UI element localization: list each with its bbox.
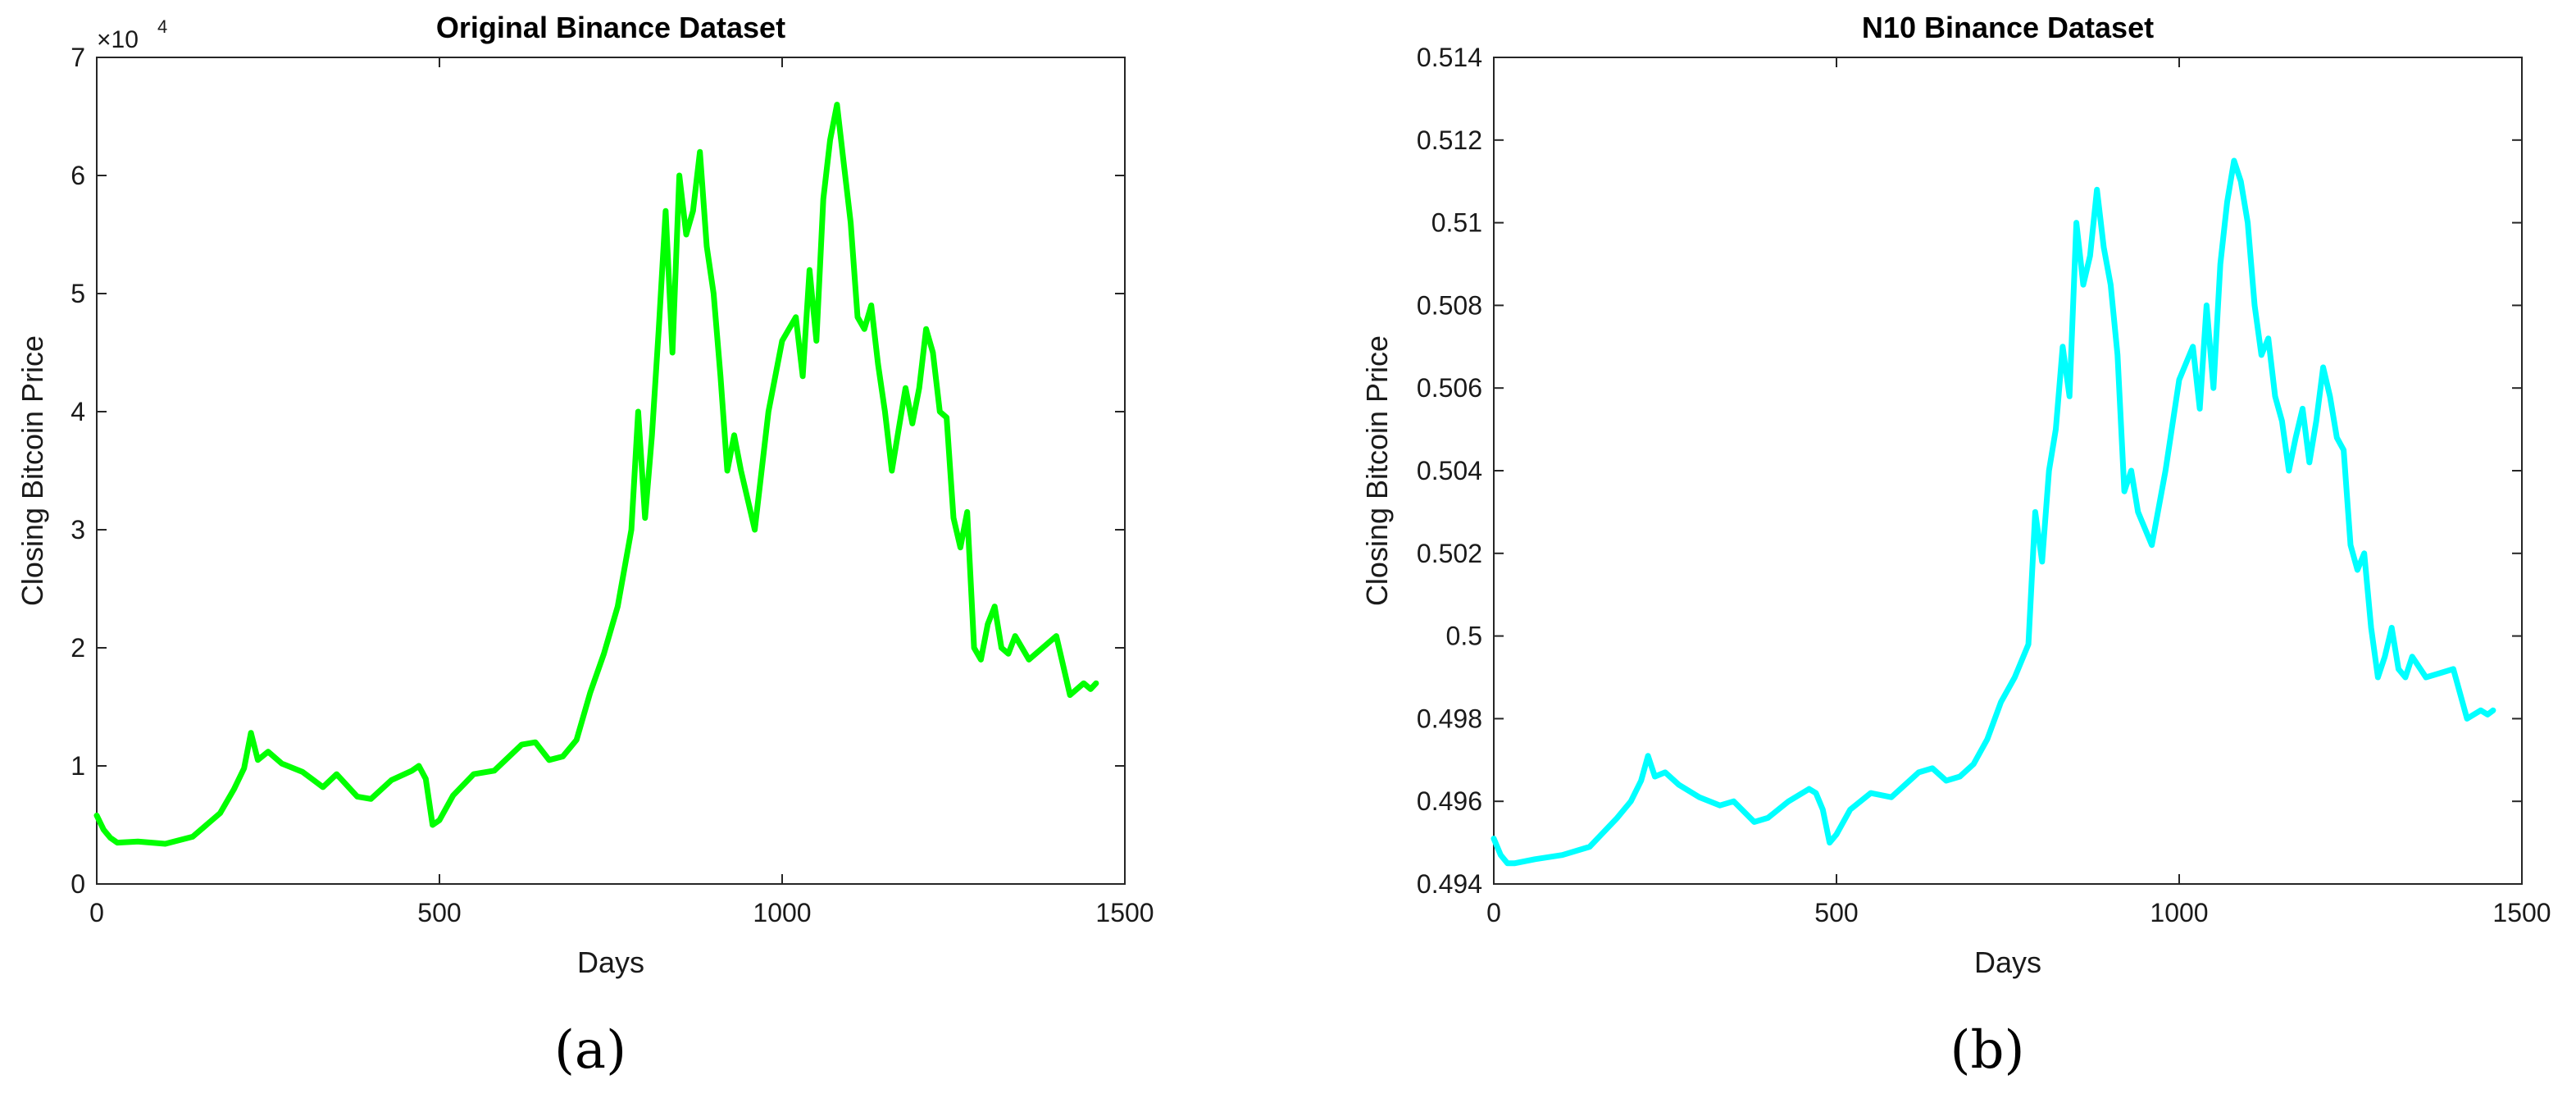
plot-area: [96, 57, 1126, 885]
y-tick-label: 0.512: [1417, 125, 1482, 155]
x-tick-label: 1500: [2492, 898, 2551, 927]
exponent-label: ×10 4: [97, 16, 167, 53]
x-tick-label: 1000: [753, 898, 811, 927]
x-tick-label: 1500: [1095, 898, 1154, 927]
y-tick-label: 0.506: [1417, 373, 1482, 403]
y-tick-label: 6: [71, 161, 85, 190]
y-tick-label: 0.514: [1417, 43, 1482, 72]
y-axis-label: Closing Bitcoin Price: [16, 335, 49, 606]
chart-title: Original Binance Dataset: [436, 11, 785, 44]
y-tick-label: 1: [71, 751, 85, 781]
x-tick-label: 500: [417, 898, 461, 927]
y-tick-label: 0.5: [1446, 622, 1482, 651]
y-tick-label: 0.502: [1417, 539, 1482, 568]
x-tick-label: 1000: [2150, 898, 2208, 927]
y-tick-label: 0.51: [1431, 208, 1482, 238]
y-axis-label: Closing Bitcoin Price: [1360, 335, 1394, 606]
y-tick-label: 4: [71, 397, 85, 426]
x-tick-group: 0 500 1000 1500: [89, 57, 1154, 927]
y-tick-label: 3: [71, 515, 85, 544]
x-axis-label: Days: [1974, 945, 2041, 979]
x-tick-group: 0 500 1000 1500: [1486, 57, 2551, 927]
y-tick-label: 0.508: [1417, 290, 1482, 320]
chart-panel-a: Original Binance Dataset ×10 4 Days Clos…: [16, 11, 1154, 1081]
y-tick-label: 0.494: [1417, 869, 1482, 899]
y-tick-label: 0.504: [1417, 456, 1482, 485]
panel-label: (b): [1950, 1020, 2025, 1081]
chart-panel-b: N10 Binance Dataset Days Closing Bitcoin…: [1360, 11, 2551, 1081]
x-tick-label: 0: [1486, 898, 1501, 927]
plot-area: [1493, 57, 2523, 885]
x-tick-label: 0: [89, 898, 104, 927]
svg-text:×10: ×10: [97, 26, 139, 53]
panel-label: (a): [554, 1020, 626, 1081]
x-axis-label: Days: [577, 945, 644, 979]
series-line: [1491, 157, 2496, 867]
svg-text:4: 4: [157, 16, 167, 37]
series-line: [93, 102, 1099, 847]
y-tick-label: 0.498: [1417, 704, 1482, 733]
x-tick-label: 500: [1814, 898, 1858, 927]
y-tick-label: 7: [71, 43, 85, 72]
y-tick-group: 0 1 2 3 4 5 6 7: [71, 43, 1125, 899]
y-tick-label: 2: [71, 633, 85, 663]
y-tick-label: 0.496: [1417, 786, 1482, 816]
y-tick-label: 5: [71, 279, 85, 308]
y-tick-label: 0: [71, 869, 85, 899]
y-tick-group: 0.494 0.496 0.498 0.5 0.502 0.504 0.506 0.508 0.…: [1417, 43, 2522, 899]
chart-title: N10 Binance Dataset: [1862, 11, 2154, 44]
